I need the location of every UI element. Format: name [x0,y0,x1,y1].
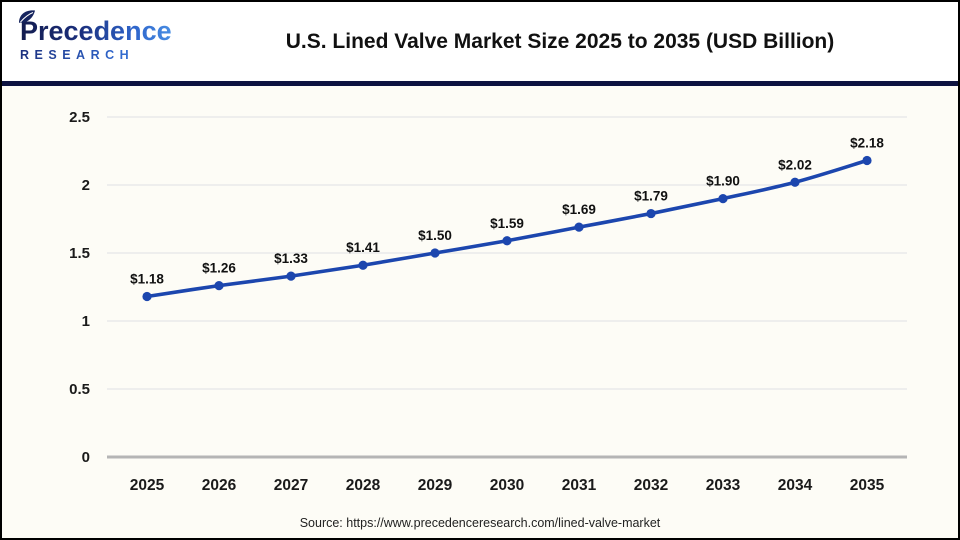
value-labels: $1.18 $1.26 $1.33 $1.41 $1.50 $1.59 $1.69 $1.79… [130,136,884,287]
data-point-marker [286,271,296,281]
data-point-label: $1.26 [202,261,236,276]
gridlines [107,116,907,459]
data-point-label: $1.33 [274,251,308,266]
y-tick-label: 0.5 [69,381,90,398]
y-tick-label: 0 [82,449,90,466]
brand-logo: Precedence RESEARCH [19,10,180,62]
chart-title: U.S. Lined Valve Market Size 2025 to 203… [285,30,835,53]
x-axis-ticks: 2025 2026 2027 2028 2029 2030 2031 2032 2033 2034… [130,477,885,494]
leaf-icon [19,10,35,23]
x-tick-label: 2032 [634,477,668,494]
x-tick-label: 2026 [202,477,237,494]
y-axis-ticks: 0 0.5 1 1.5 2 2.5 [69,109,90,466]
chart-area: 0 0.5 1 1.5 2 2.5 2025 2026 2027 2028 2029 2030 2031… [2,86,958,538]
data-point-label: $1.79 [634,189,668,204]
data-point-marker [790,177,800,187]
y-tick-label: 2 [82,177,90,194]
header: Precedence RESEARCH U.S. Lined Valve Mar… [2,2,958,81]
data-point-label: $1.50 [418,228,452,243]
data-point-marker [358,260,368,270]
x-tick-label: 2035 [850,477,885,494]
data-point-marker [574,222,584,232]
source-note: Source: https://www.precedenceresearch.c… [299,516,661,530]
data-point-marker [430,248,440,258]
data-point-marker [646,208,656,219]
data-point-label: $2.18 [850,136,884,151]
data-point-label: $1.41 [346,240,380,255]
data-point-marker [862,155,872,166]
x-tick-label: 2031 [562,477,597,494]
data-point-label: $2.02 [778,157,812,172]
x-tick-label: 2030 [490,477,524,494]
x-tick-label: 2025 [130,477,165,494]
data-point-label: $1.18 [130,272,164,287]
x-tick-label: 2034 [778,477,813,494]
x-tick-label: 2027 [274,477,308,494]
brand-name: Precedence [20,16,180,46]
data-points [142,155,872,302]
data-point-marker [718,194,728,204]
y-tick-label: 2.5 [69,109,90,126]
data-point-label: $1.90 [706,174,740,189]
y-tick-label: 1 [82,313,90,330]
x-tick-label: 2028 [346,477,381,494]
data-point-marker [142,291,152,302]
y-tick-label: 1.5 [69,245,90,262]
x-tick-label: 2033 [706,477,741,494]
brand-subtitle: RESEARCH [20,48,180,62]
data-point-marker [214,281,224,291]
x-tick-label: 2029 [418,477,453,494]
data-point-label: $1.59 [490,216,524,231]
data-point-label: $1.69 [562,202,596,217]
market-size-line-chart: 0 0.5 1 1.5 2 2.5 2025 2026 2027 2028 2029 2030 2031… [69,109,907,494]
data-point-marker [502,236,512,246]
header-divider [2,81,958,86]
